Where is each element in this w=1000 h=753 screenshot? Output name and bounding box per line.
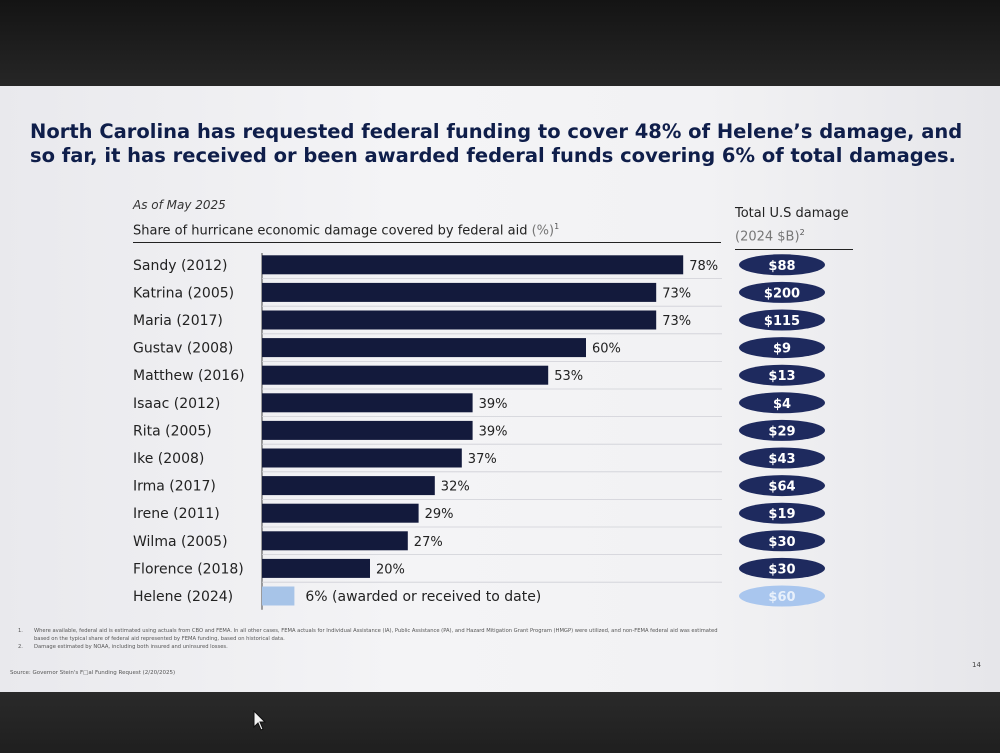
damage-value-label: $200 (764, 286, 800, 301)
footnotes: 1. Where available, federal aid is estima… (18, 627, 988, 651)
category-label: Sandy (2012) (133, 258, 228, 274)
bar-value-label: 73% (662, 286, 691, 301)
chart-header-footnote-ref: 1 (554, 222, 560, 231)
bar-value-label: 20% (376, 562, 405, 577)
damage-value-label: $30 (768, 535, 795, 550)
bar (262, 503, 419, 523)
damage-header-title: Total U.S damage (735, 206, 849, 221)
damage-pill (739, 502, 825, 524)
damage-value-label: $29 (768, 424, 795, 439)
bar (262, 338, 586, 358)
damage-value-label: $9 (773, 342, 791, 357)
bar (262, 282, 657, 302)
damage-value-label: $64 (768, 480, 795, 495)
bar-value-label: 39% (479, 397, 508, 412)
slide-title: North Carolina has requested federal fun… (30, 120, 963, 167)
damage-value-label: $19 (768, 507, 795, 522)
bar-value-label: 37% (468, 452, 497, 467)
footnote-1-continued: based on the typical share of federal ai… (34, 636, 285, 642)
damage-value-label: $43 (768, 452, 795, 467)
category-label: Ike (2008) (133, 451, 204, 467)
monitor-bottom-bezel (0, 692, 1000, 753)
bar-value-label: 60% (592, 342, 621, 357)
category-label: Matthew (2016) (133, 368, 245, 384)
damage-value-label: $88 (768, 259, 795, 274)
bar (262, 476, 435, 496)
bar-value-label: 32% (441, 480, 470, 495)
category-label: Maria (2017) (133, 313, 223, 329)
bar (262, 586, 295, 606)
damage-header-unit: (2024 $B) (735, 229, 800, 245)
page-number: 14 (972, 661, 981, 669)
damage-pill (739, 364, 825, 386)
bar (262, 558, 370, 578)
mouse-cursor-icon (253, 710, 267, 731)
damage-pill (739, 254, 825, 276)
footnote-1: 1. Where available, federal aid is estima… (18, 628, 718, 634)
bar-value-label: 53% (554, 369, 583, 384)
category-label: Katrina (2005) (133, 285, 234, 301)
chart-header-unit: (%) (531, 223, 555, 239)
damage-value-label: $60 (768, 590, 795, 605)
footnote-2: 2. Damage estimated by NOAA, including bo… (18, 644, 228, 650)
category-label: Irma (2017) (133, 479, 216, 495)
damage-header-footnote-ref: 2 (799, 228, 805, 237)
category-label: Helene (2024) (133, 589, 233, 605)
category-label: Gustav (2008) (133, 341, 233, 357)
monitor-top-bezel (0, 0, 1000, 86)
bar-value-label: 27% (414, 535, 443, 550)
damage-pill (739, 447, 825, 469)
category-label: Isaac (2012) (133, 396, 220, 412)
presentation-slide: North Carolina has requested federal fun… (0, 86, 1000, 692)
bar (262, 393, 473, 413)
damage-pill (739, 337, 825, 359)
damage-pill (739, 392, 825, 414)
category-label: Rita (2005) (133, 423, 212, 439)
bar (262, 420, 473, 440)
bar (262, 448, 462, 468)
damage-pill (739, 585, 825, 607)
damage-pill (739, 530, 825, 552)
damage-pill (739, 419, 825, 441)
bar-value-label: 78% (689, 259, 718, 274)
bar-chart: Sandy (2012) 78% $88 Katrina (2005) 73% $200 M… (133, 253, 825, 610)
bar-value-label: 29% (425, 507, 454, 522)
bar-value-label: 6% (awarded or received to date) (305, 589, 541, 605)
category-label: Irene (2011) (133, 506, 220, 522)
category-label: Wilma (2005) (133, 534, 228, 550)
bar-value-label: 39% (479, 424, 508, 439)
damage-value-label: $115 (764, 314, 800, 329)
damage-pill (739, 557, 825, 579)
source-note: Source: Governor Stein's F□al Funding Re… (10, 670, 176, 676)
damage-value-label: $13 (768, 369, 795, 384)
bar (262, 531, 408, 551)
chart-header: Share of hurricane economic damage cover… (133, 222, 721, 244)
damage-pill (739, 309, 825, 331)
chart-header-text: Share of hurricane economic damage cover… (133, 223, 528, 239)
bar (262, 310, 657, 330)
damage-value-label: $4 (773, 397, 791, 412)
bar (262, 365, 549, 385)
category-label: Florence (2018) (133, 561, 244, 577)
damage-pill (739, 475, 825, 497)
damage-pill (739, 281, 825, 303)
damage-column-header: Total U.S damage (2024 $B)2 (735, 204, 853, 251)
bar-value-label: 73% (662, 314, 691, 329)
chart-subtitle: As of May 2025 (133, 198, 226, 212)
damage-value-label: $30 (768, 562, 795, 577)
bar (262, 255, 684, 275)
